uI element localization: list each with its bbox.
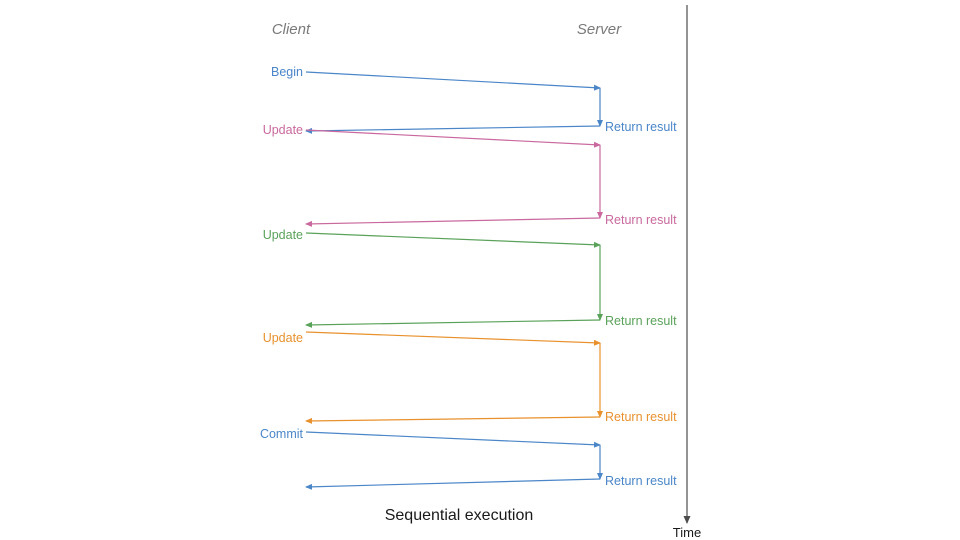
- request-arrow-update-1: [305, 129, 601, 148]
- response-label-commit: Return result: [605, 474, 677, 488]
- request-label-commit: Commit: [260, 427, 304, 441]
- request-arrow-update-3: [305, 331, 601, 346]
- time-axis: Time: [673, 5, 701, 540]
- response-arrow-update-3: [305, 416, 601, 424]
- lane-header-server: Server: [577, 21, 622, 38]
- response-label-update-2: Return result: [605, 314, 677, 328]
- time-axis-label: Time: [673, 525, 701, 540]
- transaction-update-3: Update Return result: [263, 331, 677, 424]
- request-arrow-update-2: [305, 232, 601, 248]
- diagram-caption: Sequential execution: [385, 507, 534, 524]
- transaction-commit: Commit Return result: [260, 427, 677, 490]
- response-label-update-1: Return result: [605, 213, 677, 227]
- request-label-begin: Begin: [271, 65, 303, 79]
- request-label-update-2: Update: [263, 228, 303, 242]
- lane-header-client: Client: [272, 21, 311, 38]
- request-label-update-1: Update: [263, 123, 303, 137]
- request-arrow-begin: [305, 71, 601, 91]
- request-label-update-3: Update: [263, 331, 303, 345]
- response-arrow-begin: [305, 125, 601, 134]
- response-label-update-3: Return result: [605, 410, 677, 424]
- response-arrow-update-2: [305, 319, 601, 328]
- response-arrow-commit: [305, 478, 601, 490]
- response-arrow-update-1: [305, 217, 601, 227]
- transaction-update-1: Update Return result: [263, 123, 677, 227]
- response-label-begin: Return result: [605, 120, 677, 134]
- transaction-begin: Begin Return result: [271, 65, 677, 134]
- request-arrow-commit: [305, 431, 601, 448]
- transaction-update-2: Update Return result: [263, 228, 677, 328]
